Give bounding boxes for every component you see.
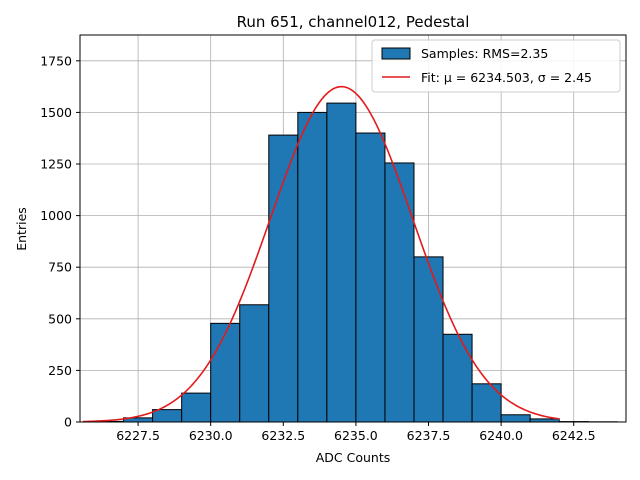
y-tick-label: 1000	[40, 208, 72, 223]
y-tick-label: 1750	[40, 53, 72, 68]
y-tick-label: 1500	[40, 105, 72, 120]
legend-histogram-label: Samples: RMS=2.35	[421, 46, 548, 61]
plot-frame	[79, 34, 627, 423]
histogram-bar	[326, 102, 357, 423]
histogram-bar	[152, 409, 183, 423]
histogram-bar	[471, 383, 502, 423]
y-tick-label: 250	[48, 363, 72, 378]
histogram-bar	[384, 162, 415, 423]
x-axis-label: ADC Counts	[316, 450, 391, 465]
histogram-bar	[181, 392, 212, 423]
histogram-bar	[210, 322, 241, 423]
histogram-bar	[239, 304, 270, 423]
x-axis-ticks: 6227.5 6230.0 6232.5 6235.0 6237.5 6240.0 6242…	[116, 422, 596, 443]
histogram-bar	[268, 134, 299, 423]
histogram-bar	[413, 256, 444, 423]
x-tick-label: 6242.5	[552, 428, 596, 443]
legend-histogram-swatch	[381, 47, 411, 60]
x-tick-label: 6230.0	[189, 428, 233, 443]
histogram-bar	[442, 333, 473, 423]
histogram-bar	[297, 111, 328, 423]
y-tick-label: 0	[64, 415, 72, 430]
x-tick-label: 6232.5	[261, 428, 305, 443]
y-tick-label: 750	[48, 260, 72, 275]
histogram-bar	[500, 414, 531, 423]
y-axis-ticks: 0 250 500 750 1000 1250 1500 1750	[40, 53, 80, 430]
legend: Samples: RMS=2.35 Fit: μ = 6234.503, σ =…	[371, 39, 621, 93]
y-axis-label: Entries	[14, 207, 29, 251]
y-tick-label: 1250	[40, 157, 72, 172]
x-tick-label: 6235.0	[334, 428, 378, 443]
legend-fit-label: Fit: μ = 6234.503, σ = 2.45	[421, 70, 592, 85]
x-tick-label: 6237.5	[407, 428, 451, 443]
legend-frame	[371, 39, 621, 93]
histogram-bar	[355, 132, 386, 423]
y-tick-label: 500	[48, 311, 72, 326]
x-tick-label: 6227.5	[116, 428, 160, 443]
chart-title: Run 651, channel012, Pedestal	[237, 13, 470, 31]
x-tick-label: 6240.0	[479, 428, 523, 443]
gaussian-fit-curve	[82, 85, 560, 423]
histogram-bars	[94, 102, 618, 423]
